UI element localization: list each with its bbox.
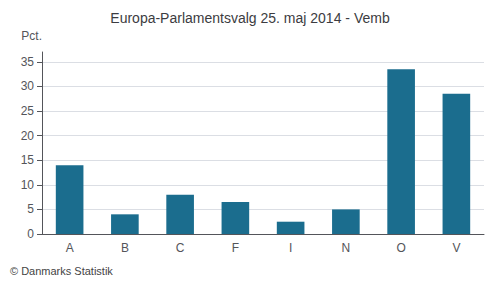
svg-text:5: 5 (27, 202, 34, 216)
svg-text:A: A (66, 241, 74, 255)
svg-text:0: 0 (27, 227, 34, 241)
svg-text:20: 20 (21, 129, 35, 143)
svg-text:B: B (121, 241, 129, 255)
svg-text:O: O (396, 241, 405, 255)
svg-text:V: V (452, 241, 460, 255)
svg-text:F: F (232, 241, 239, 255)
svg-text:C: C (176, 241, 185, 255)
svg-text:N: N (342, 241, 351, 255)
svg-text:30: 30 (21, 79, 35, 93)
svg-text:Pct.: Pct. (21, 29, 42, 43)
svg-text:35: 35 (21, 55, 35, 69)
svg-text:Europa-Parlamentsvalg 25. maj: Europa-Parlamentsvalg 25. maj 2014 - Vem… (110, 10, 390, 26)
svg-text:15: 15 (21, 153, 35, 167)
svg-text:© Danmarks Statistik: © Danmarks Statistik (10, 265, 113, 277)
svg-text:I: I (289, 241, 292, 255)
svg-text:25: 25 (21, 104, 35, 118)
svg-text:10: 10 (21, 178, 35, 192)
